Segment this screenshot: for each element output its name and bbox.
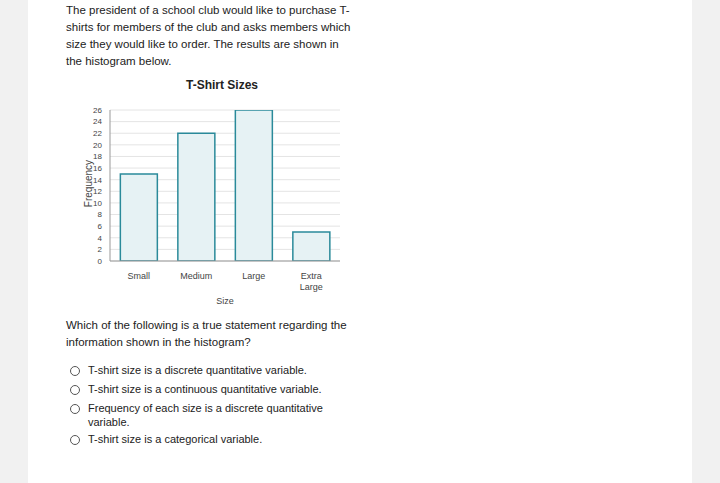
html-text:T-Shirt Sizes: T-Shirt Sizes [186,78,258,92]
svg-text:6: 6 [98,222,103,231]
svg-text:10: 10 [93,199,102,208]
html-text:Frequency: Frequency [82,159,94,208]
svg-text:12: 12 [93,187,102,196]
svg-text:2: 2 [98,245,103,254]
svg-text:24: 24 [93,117,102,126]
svg-text:14: 14 [93,176,102,185]
svg-text:ExtraLarge: ExtraLarge [300,271,323,292]
html-text:T-shirt size is a discrete qua: T-shirt size is a discrete quantitative … [88,364,307,376]
html-text:Which of the following is a tr: Which of the following is a true stateme… [66,319,347,348]
svg-text:4: 4 [98,234,103,243]
svg-text:Medium: Medium [180,271,212,281]
svg-text:Small: Small [127,271,150,281]
svg-text:Size: Size [216,296,234,306]
svg-text:0: 0 [98,257,103,266]
html-text:T-shirt size is a continuous q: T-shirt size is a continuous quantitativ… [88,383,322,395]
html-text:T-shirt size is a categorical: T-shirt size is a categorical variable. [88,433,263,445]
svg-text:22: 22 [93,129,102,138]
svg-text:26: 26 [93,106,102,115]
svg-text:8: 8 [98,210,103,219]
html-text:The president of a school club: The president of a school club would lik… [66,4,351,67]
svg-text:18: 18 [93,152,102,161]
svg-text:Large: Large [242,271,265,281]
html-text:Frequency of each size is a di: Frequency of each size is a discrete qua… [88,402,323,428]
svg-text:16: 16 [93,164,102,173]
svg-text:20: 20 [93,141,102,150]
